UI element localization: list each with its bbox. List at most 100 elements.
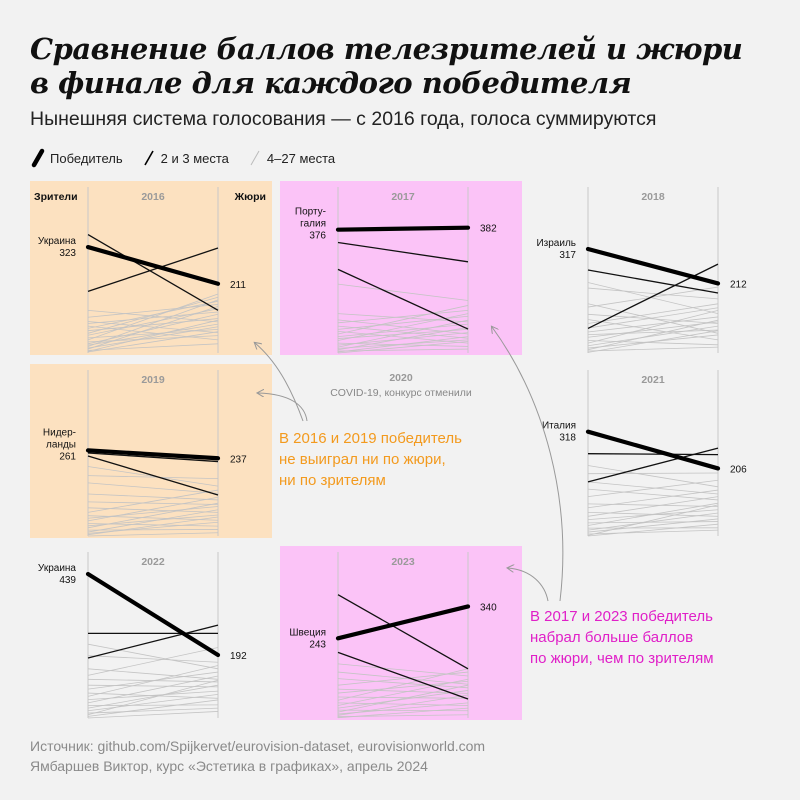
legend-item-top3: 2 и 3 места (141, 148, 229, 168)
line-other-entry (587, 307, 719, 329)
annotation-magenta-line-3: по жюри, чем по зрителям (530, 650, 714, 667)
line-other-entry (87, 679, 219, 716)
line-other-entry (87, 466, 219, 487)
line-other-entry (587, 330, 719, 353)
line-other-entry (587, 521, 719, 524)
panel-2019: 2019 Нидер-ланды 261 237 (30, 364, 272, 538)
line-other-entry (87, 707, 219, 714)
line-other-entry (587, 329, 719, 336)
line-other-entry (587, 481, 719, 495)
panel-2021: 2021 Италия 318 206 (530, 364, 772, 538)
line-other-entry (87, 693, 219, 712)
panel-year: 2019 (141, 374, 165, 386)
line-other-entry (87, 493, 219, 501)
line-other-entry (87, 655, 219, 663)
panel-2017: 2017 Порту-галия 376 382 (280, 181, 522, 355)
line-other-entry (87, 509, 219, 533)
line-other-entry (87, 489, 219, 513)
line-other-entry (337, 341, 469, 354)
line-other-entry (337, 313, 469, 341)
annotation-orange: В 2016 и 2019 победитель не выиграл ни п… (279, 428, 462, 491)
line-winner (85, 571, 221, 658)
line-other-entry (87, 326, 219, 349)
chart-title: Сравнение баллов телезрителей и жюри в ф… (30, 32, 770, 100)
panel-2023: 2023 Швеция 243 340 (280, 546, 522, 720)
line-top3-entry (337, 268, 469, 330)
line-winner (335, 225, 471, 232)
winner-label: Израиль 317 (536, 238, 576, 261)
line-other-entry (587, 503, 719, 507)
line-other-entry (87, 502, 219, 529)
line-other-entry (587, 472, 719, 475)
slope-chart-2023: 2023 Швеция 243 340 (280, 546, 522, 720)
winner-label: Нидер-ланды 261 (43, 427, 77, 462)
covid-text: COVID-19, конкурс отменили (330, 387, 472, 399)
line-other-entry (87, 335, 219, 343)
line-other-entry (87, 711, 219, 719)
line-other-entry (87, 643, 219, 670)
legend-item-others: 4–27 места (247, 148, 335, 168)
line-other-entry (87, 309, 219, 323)
line-other-entry (87, 516, 219, 536)
panel-year: 2018 (641, 191, 665, 203)
chart-title-text: Сравнение баллов телезрителей и жюри в ф… (30, 32, 743, 100)
line-other-entry (587, 496, 719, 517)
line-other-entry (587, 346, 719, 352)
line-other-entry (587, 512, 719, 531)
axis-label-viewers: Зрители (34, 191, 78, 203)
line-other-entry (587, 502, 719, 526)
line-top3-entry (587, 447, 719, 483)
line-other-entry (337, 309, 469, 324)
arrow-orange-to-2016 (255, 343, 304, 422)
line-other-entry (337, 678, 469, 706)
line-top3-entry (87, 624, 219, 659)
line-other-entry (87, 496, 219, 522)
line-other-entry (87, 647, 219, 676)
line-top3-entry (87, 455, 219, 496)
panel-2016: 2016 Зрители Жюри Украина 323 211 (30, 181, 272, 355)
winner-jury-score: 212 (730, 279, 747, 290)
line-winner (585, 246, 721, 286)
line-other-entry (587, 319, 719, 351)
line-other-entry (337, 688, 469, 694)
slope-chart-2016: 2016 Зрители Жюри Украина 323 211 (30, 181, 272, 355)
slope-chart-2019: 2019 Нидер-ланды 261 237 (30, 364, 272, 538)
line-winner (85, 244, 221, 286)
line-other-entry (587, 309, 719, 344)
legend-winner-swatch (31, 148, 45, 168)
line-other-entry (337, 668, 469, 701)
line-other-entry (337, 680, 469, 694)
line-other-entry (337, 690, 469, 709)
winner-jury-score: 192 (230, 651, 247, 662)
line-other-entry (87, 532, 219, 537)
line-other-entry (87, 475, 219, 479)
panel-background (30, 181, 272, 355)
panel-2018: 2018 Израиль 317 212 (530, 181, 772, 355)
chart-subtitle: Нынешняя система голосования — с 2016 го… (30, 108, 657, 130)
panel-2020-cancelled: 2020 COVID-19, конкурс отменили (280, 372, 522, 399)
line-other-entry (587, 321, 719, 338)
line-other-entry (87, 684, 219, 688)
slope-chart-2018: 2018 Израиль 317 212 (536, 187, 747, 353)
line-other-entry (587, 316, 719, 333)
line-other-entry (87, 304, 219, 318)
axis-label-jury: Жюри (234, 191, 266, 203)
slope-chart-2021: 2021 Италия 318 206 (542, 370, 747, 537)
line-other-entry (337, 671, 469, 685)
line-winner (85, 448, 221, 461)
line-other-entry (587, 488, 719, 501)
line-other-entry (337, 323, 469, 337)
line-other-entry (587, 325, 719, 347)
line-other-entry (587, 282, 719, 315)
panel-background (280, 181, 522, 355)
winner-label: Украина 323 (38, 236, 77, 259)
footer: Источник: github.com/Spijkervet/eurovisi… (30, 736, 485, 776)
line-winner (335, 604, 471, 641)
line-other-entry (337, 678, 469, 689)
annotation-orange-line-3: ни по зрителям (279, 472, 386, 489)
line-top3-entry (87, 247, 219, 292)
line-other-entry (87, 300, 219, 329)
line-other-entry (337, 327, 469, 351)
line-top3-entry (87, 234, 219, 311)
